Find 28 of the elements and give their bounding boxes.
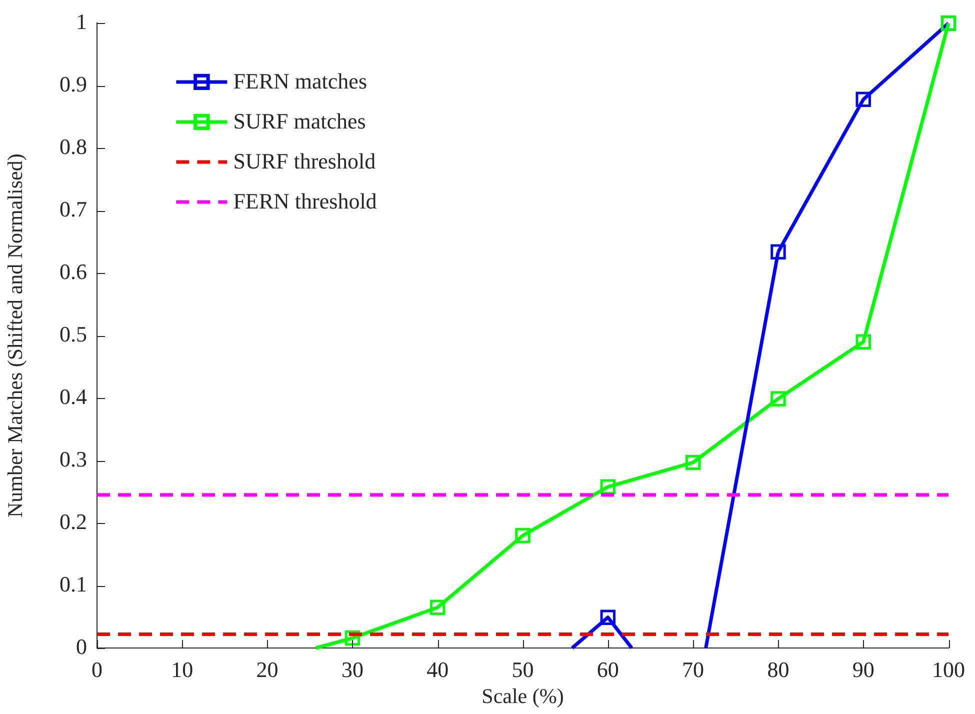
y-tick-label: 0.9 bbox=[60, 71, 87, 96]
x-tick-label: 0 bbox=[92, 656, 102, 682]
y-tick-label: 1 bbox=[76, 8, 87, 34]
x-tick-label: 80 bbox=[767, 656, 790, 682]
y-tick-label: 0.1 bbox=[60, 571, 87, 596]
y-tick-label: 0.4 bbox=[60, 384, 87, 409]
x-axis-title: Scale (%) bbox=[482, 684, 564, 708]
y-axis-title: Number Matches (Shifted and Normalised) bbox=[3, 154, 28, 518]
legend-label: FERN threshold bbox=[233, 188, 377, 214]
y-tick-label: 0.3 bbox=[60, 446, 87, 472]
x-tick-label: 70 bbox=[682, 656, 704, 682]
y-tick-label: 0.7 bbox=[60, 196, 87, 222]
y-tick-label: 0.8 bbox=[60, 134, 87, 159]
y-tick-label: 0.6 bbox=[60, 258, 87, 284]
x-tick-label: 100 bbox=[932, 656, 965, 682]
y-tick-label: 0.2 bbox=[60, 508, 87, 534]
x-tick-label: 10 bbox=[171, 656, 194, 682]
y-tick-label: 0.5 bbox=[60, 321, 87, 346]
x-tick-label: 20 bbox=[256, 656, 278, 682]
x-tick-label: 30 bbox=[341, 656, 364, 682]
x-tick-label: 90 bbox=[852, 656, 874, 682]
x-tick-label: 50 bbox=[512, 656, 534, 682]
x-tick-label: 60 bbox=[596, 656, 619, 682]
legend-label: SURF matches bbox=[233, 108, 366, 134]
legend-label: FERN matches bbox=[233, 68, 368, 94]
legend-label: SURF threshold bbox=[233, 148, 376, 174]
x-tick-label: 40 bbox=[426, 656, 449, 682]
y-tick-label: 0 bbox=[76, 634, 87, 659]
